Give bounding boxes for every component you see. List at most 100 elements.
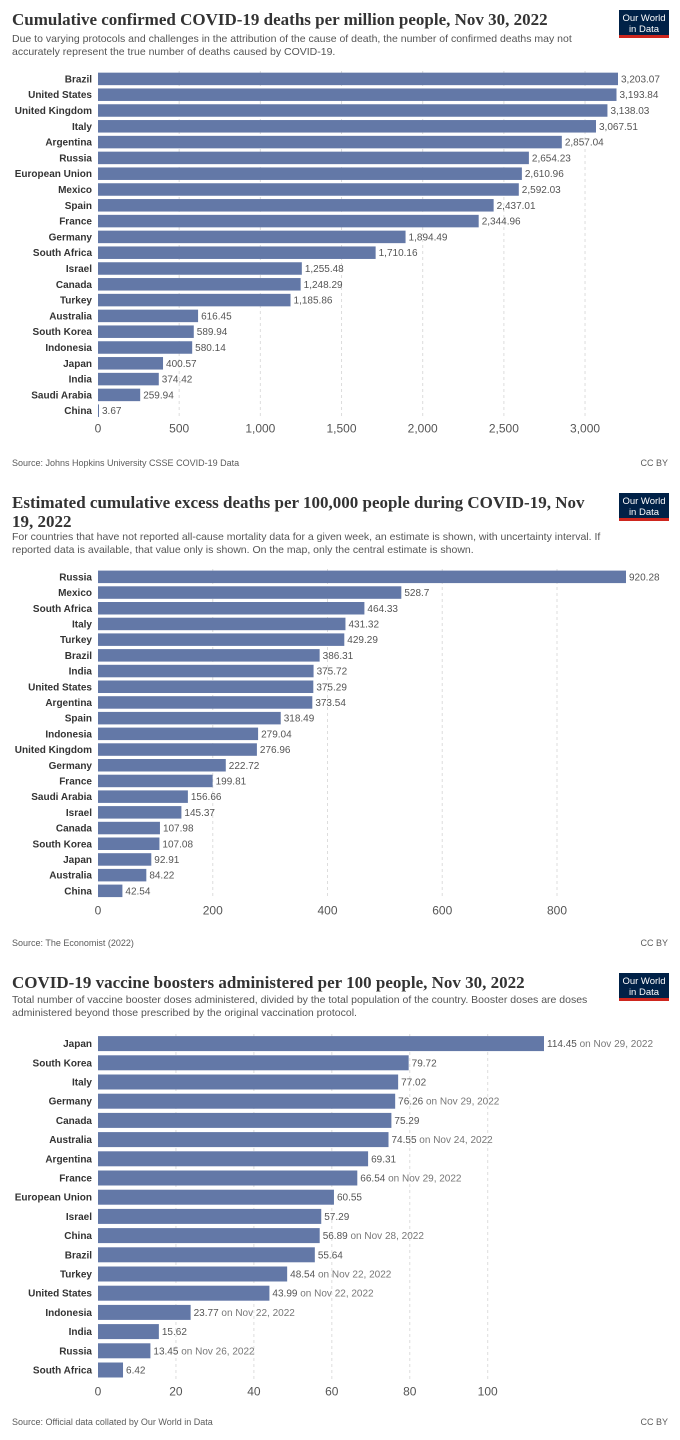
source-note: Source: Official data collated by Our Wo… [12, 1417, 213, 1427]
bar[interactable] [98, 357, 164, 370]
bar[interactable] [98, 821, 160, 835]
bar[interactable] [98, 135, 562, 149]
bar[interactable] [98, 1036, 544, 1052]
bar[interactable] [98, 104, 608, 117]
bar[interactable] [98, 1189, 334, 1205]
bar[interactable] [98, 1324, 159, 1340]
bar[interactable] [98, 1074, 399, 1090]
bar[interactable] [98, 1132, 389, 1148]
category-label: Saudi Arabia [31, 390, 92, 401]
category-label: Brazil [65, 651, 92, 662]
bar[interactable] [98, 1228, 320, 1244]
x-tick-label: 800 [547, 904, 567, 918]
category-label: Mexico [58, 588, 92, 599]
value-number: 145.37 [184, 808, 215, 819]
category-label: Turkey [60, 1270, 92, 1281]
value-number: 386.31 [323, 651, 354, 662]
value-number: 199.81 [216, 776, 247, 787]
bar[interactable] [98, 1247, 315, 1263]
logo-line-1: Our World [622, 13, 666, 24]
bar[interactable] [98, 214, 479, 228]
value-number: 259.94 [143, 390, 174, 401]
bar[interactable] [98, 1304, 191, 1320]
bar[interactable] [98, 372, 159, 386]
bar[interactable] [98, 617, 346, 631]
logo-line-2: in Data [628, 507, 660, 518]
value-label: 3,138.03 [610, 106, 649, 117]
bar[interactable] [98, 1151, 369, 1167]
value-number: 69.31 [371, 1154, 396, 1165]
bar[interactable] [98, 309, 199, 323]
value-number: 616.45 [201, 311, 232, 322]
bar[interactable] [98, 1055, 409, 1071]
value-label: 375.72 [317, 667, 348, 678]
value-number: 373.54 [315, 698, 346, 709]
bar[interactable] [98, 696, 313, 709]
owid-logo[interactable]: Our World in Data [619, 10, 669, 38]
bar[interactable] [98, 570, 626, 584]
bar[interactable] [98, 743, 257, 756]
bar[interactable] [98, 151, 529, 165]
license-link[interactable]: CC BY [640, 458, 668, 468]
category-label: Russia [59, 153, 92, 164]
bar[interactable] [98, 167, 522, 180]
value-number: 1,894.49 [409, 232, 448, 243]
bar[interactable] [98, 262, 302, 275]
bar[interactable] [98, 774, 213, 788]
bar[interactable] [98, 664, 314, 678]
value-number: 66.54 [360, 1174, 385, 1185]
bar[interactable] [98, 199, 494, 212]
bar[interactable] [98, 404, 99, 417]
bar[interactable] [98, 72, 618, 86]
bar[interactable] [98, 884, 123, 898]
license-link[interactable]: CC BY [640, 1417, 668, 1427]
bar[interactable] [98, 1285, 270, 1301]
bar[interactable] [98, 1112, 392, 1128]
value-label: 429.29 [347, 635, 378, 646]
value-date-note: on Nov 24, 2022 [417, 1135, 494, 1146]
bar[interactable] [98, 790, 188, 803]
bar[interactable] [98, 602, 365, 615]
bar[interactable] [98, 837, 160, 851]
owid-logo[interactable]: Our World in Data [619, 493, 669, 521]
value-label: 66.54 on Nov 29, 2022 [360, 1174, 462, 1185]
bar[interactable] [98, 711, 281, 725]
value-number: 528.7 [404, 588, 429, 599]
category-label: Indonesia [45, 1308, 92, 1319]
license-link[interactable]: CC BY [640, 938, 668, 948]
chart-subtitle: Total number of vaccine booster doses ad… [12, 994, 588, 1019]
bar[interactable] [98, 1093, 396, 1109]
bar[interactable] [98, 853, 152, 866]
bar[interactable] [98, 727, 259, 741]
owid-logo[interactable]: Our World in Data [619, 973, 669, 1001]
value-number: 23.77 [194, 1308, 219, 1319]
value-number: 74.55 [392, 1135, 417, 1146]
value-label: 2,857.04 [565, 138, 604, 149]
bar[interactable] [98, 1362, 124, 1378]
bar[interactable] [98, 325, 194, 338]
bar[interactable] [98, 633, 345, 646]
bar[interactable] [98, 1266, 288, 1282]
bar[interactable] [98, 278, 301, 291]
bar[interactable] [98, 183, 519, 196]
x-tick-label: 0 [95, 904, 102, 918]
value-label: 23.77 on Nov 22, 2022 [194, 1308, 296, 1319]
bar[interactable] [98, 1170, 358, 1186]
bar[interactable] [98, 759, 226, 772]
bar[interactable] [98, 1343, 151, 1359]
bar[interactable] [98, 806, 182, 819]
category-label: Japan [63, 359, 92, 370]
bar[interactable] [98, 120, 596, 133]
bar[interactable] [98, 293, 291, 307]
bar[interactable] [98, 649, 320, 662]
bar[interactable] [98, 1208, 322, 1224]
bar[interactable] [98, 586, 402, 599]
bar[interactable] [98, 388, 141, 402]
bar[interactable] [98, 88, 617, 101]
bar[interactable] [98, 341, 193, 354]
bar[interactable] [98, 868, 147, 882]
bar[interactable] [98, 246, 376, 259]
value-number: 1,248.29 [304, 280, 343, 291]
bar[interactable] [98, 680, 314, 694]
bar[interactable] [98, 230, 406, 244]
